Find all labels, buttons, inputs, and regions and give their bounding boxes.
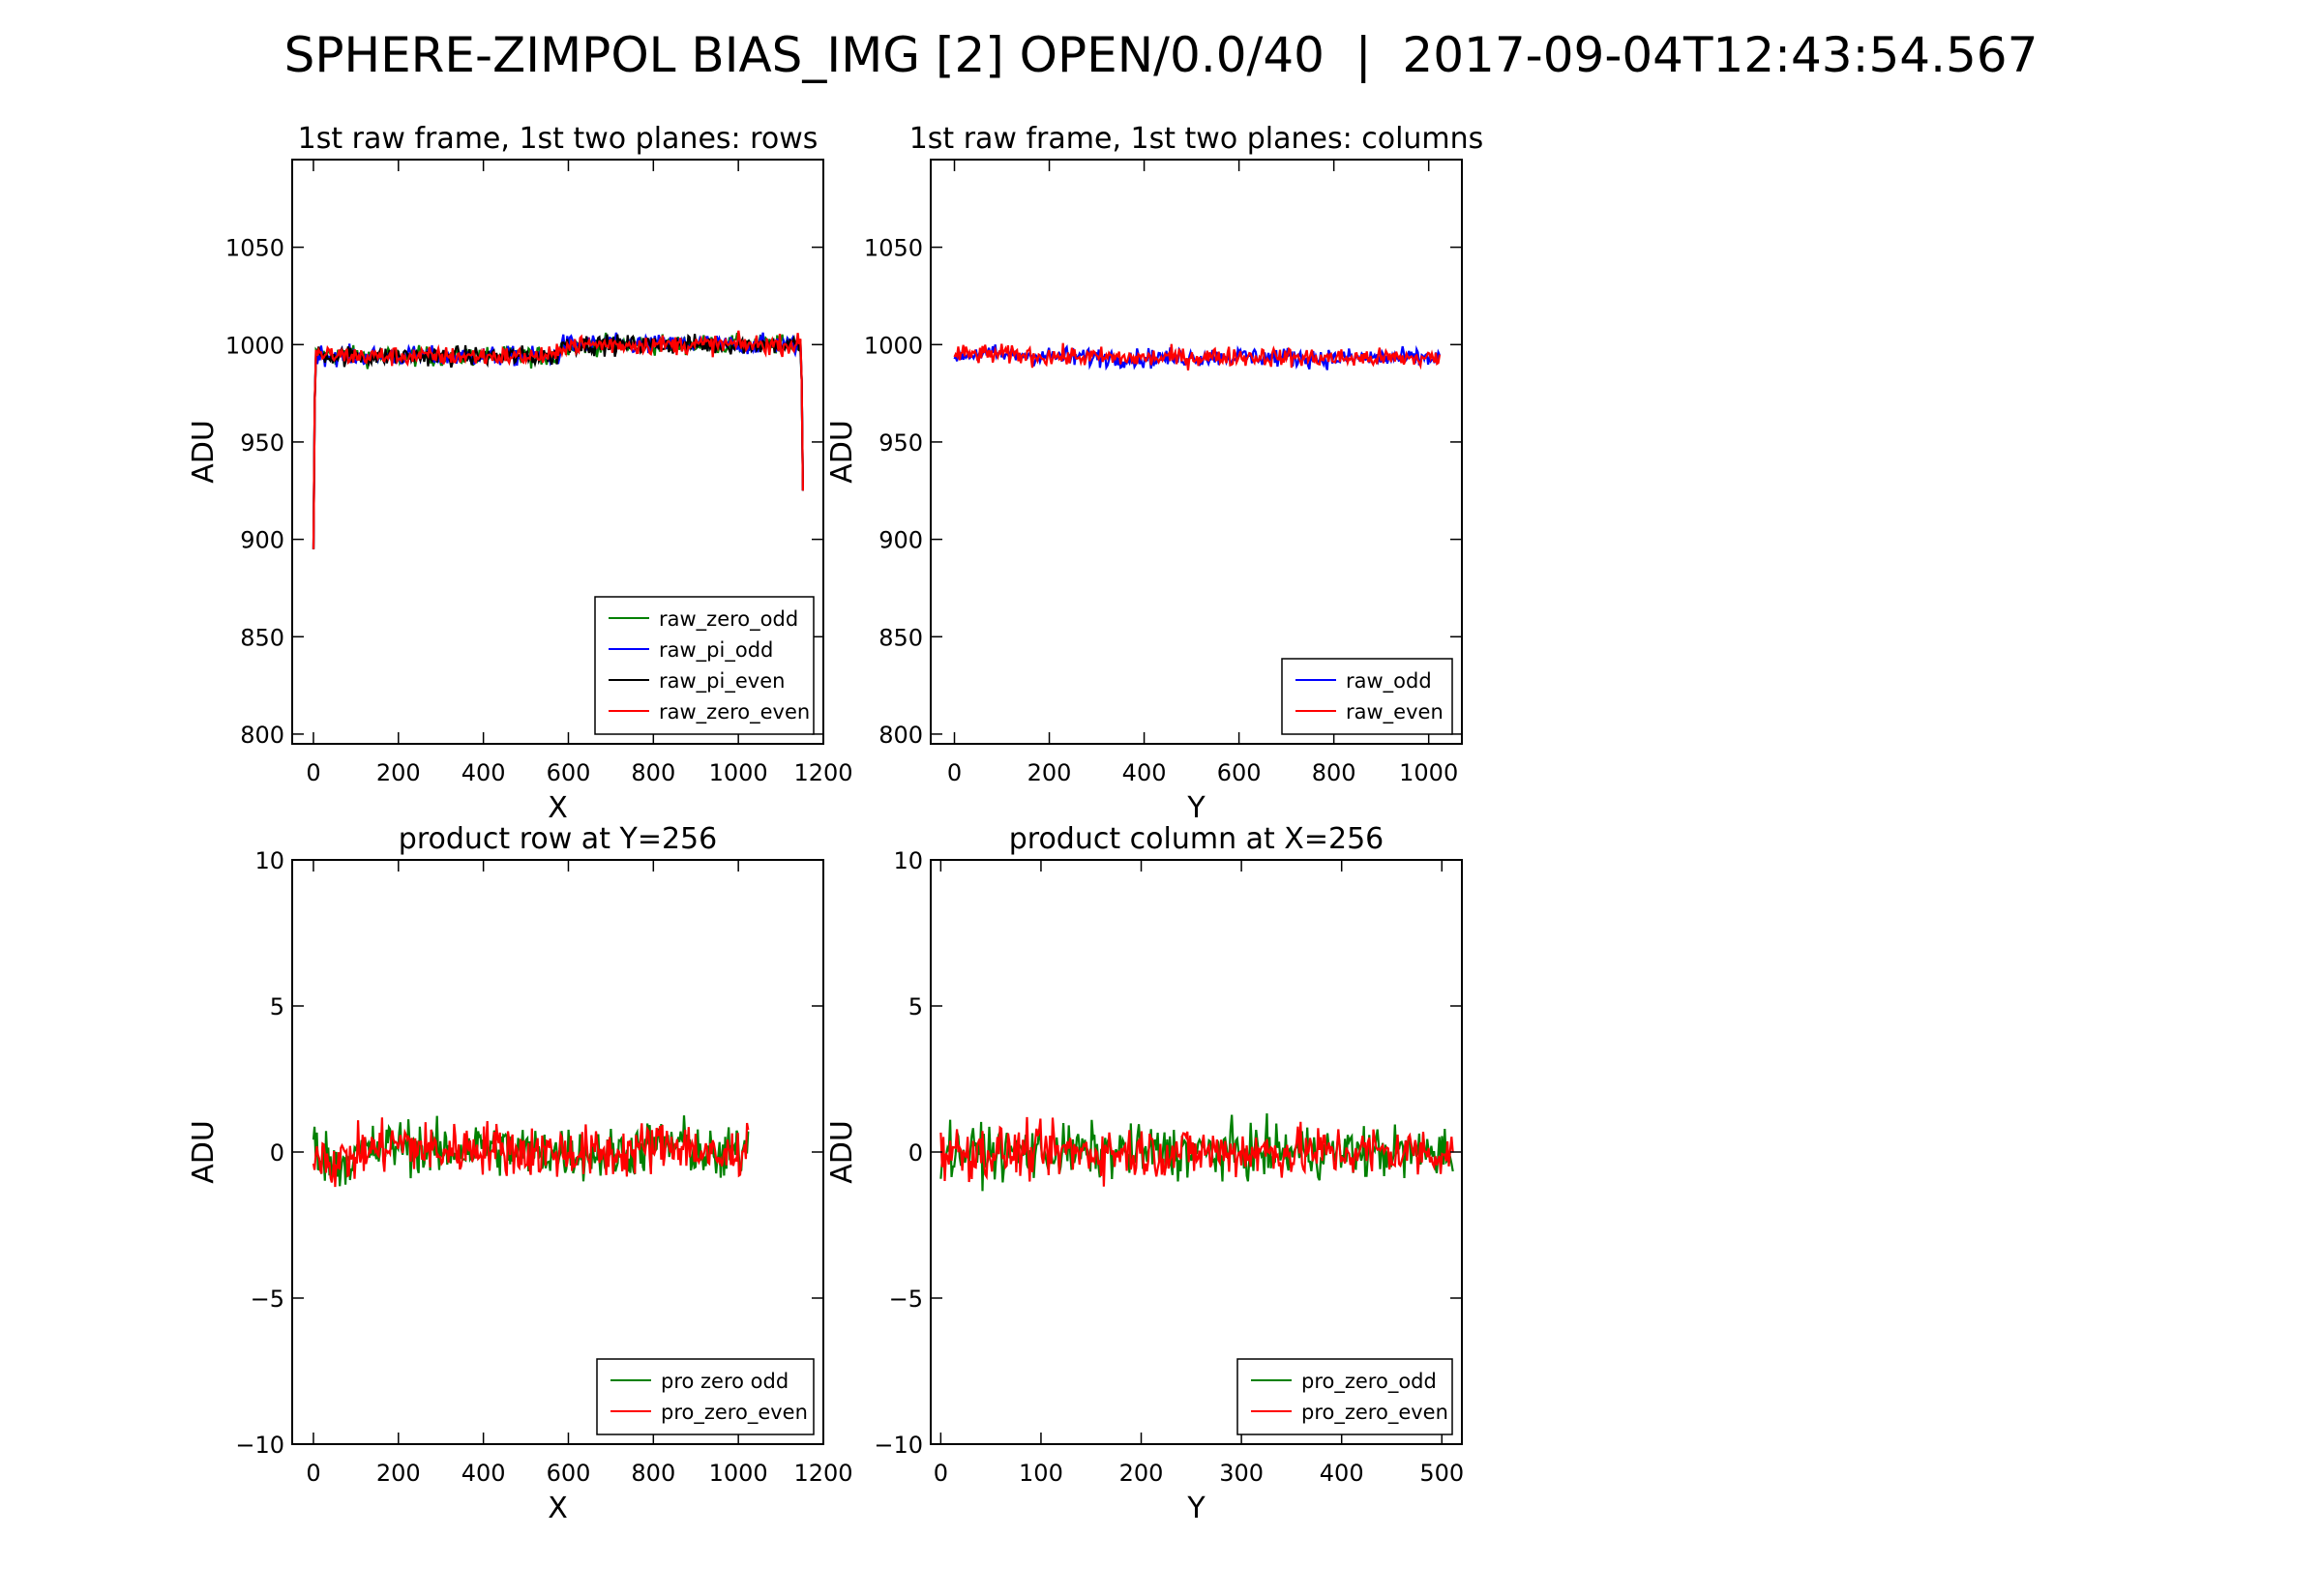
chart-panel-3: 0 200 400 600 800 1000 1200 −10 −5 0 5 10 product ro… — [187, 822, 853, 1525]
x-tick-label: 1000 — [709, 759, 768, 786]
x-tick-label: 800 — [631, 759, 675, 786]
x-tick-label: 400 — [461, 759, 506, 786]
x-tick-label: 1000 — [1399, 759, 1458, 786]
y-axis-label: ADU — [187, 1120, 221, 1184]
y-tick-label: 1000 — [225, 332, 284, 359]
x-tick-label: 800 — [1312, 759, 1356, 786]
legend: pro zero odd pro_zero_even — [596, 1358, 815, 1435]
chart-panel-1: 0 200 400 600 800 1000 1200 800 850 900 950 1000 105… — [187, 122, 853, 825]
x-tick-label: 0 — [934, 1460, 948, 1487]
y-tick-label: 10 — [254, 847, 284, 874]
legend-box — [596, 1358, 815, 1435]
axes-frame — [291, 159, 824, 745]
y-tick-label: 1050 — [864, 235, 923, 262]
legend-label: raw_pi_odd — [659, 638, 773, 663]
x-tick-label: 400 — [461, 1460, 506, 1487]
y-tick-label: 0 — [908, 1139, 923, 1167]
x-tick-label: 200 — [1027, 759, 1072, 786]
series-line-raw-pi-odd — [312, 332, 804, 549]
series-line-raw-pi-even — [312, 333, 804, 549]
legend-box — [1281, 658, 1453, 735]
y-axis-label: ADU — [187, 420, 221, 484]
y-tick-label: 950 — [878, 429, 923, 457]
y-tick-label: 0 — [270, 1139, 284, 1167]
chart-panel-2: 0 200 400 600 800 1000 800 850 900 950 1000 1050 1st… — [825, 122, 1483, 825]
legend-label: raw_pi_even — [659, 669, 785, 694]
series-line-raw-zero-odd — [312, 332, 804, 549]
y-tick-label: −10 — [235, 1432, 284, 1459]
x-tick-label: 200 — [1119, 1460, 1164, 1487]
legend-label: raw_odd — [1346, 669, 1432, 694]
x-tick-label: 0 — [306, 759, 320, 786]
y-tick-label: 850 — [240, 624, 284, 651]
x-tick-label: 1000 — [709, 1460, 768, 1487]
legend-label: pro zero odd — [661, 1370, 789, 1393]
y-tick-label: 800 — [878, 722, 923, 749]
legend: raw_zero_odd raw_pi_odd raw_pi_even raw_zer… — [594, 596, 815, 735]
y-tick-label: −5 — [889, 1286, 923, 1313]
x-tick-label: 600 — [547, 1460, 591, 1487]
legend-label: pro_zero_odd — [1301, 1370, 1437, 1394]
y-tick-label: 1000 — [864, 332, 923, 359]
x-tick-label: 600 — [547, 759, 591, 786]
x-axis-label: Y — [1186, 1492, 1206, 1525]
x-tick-label: 600 — [1217, 759, 1262, 786]
legend-label: pro_zero_even — [1301, 1401, 1448, 1425]
chart-title: 1st raw frame, 1st two planes: columns — [909, 122, 1484, 156]
figure-title: SPHERE-ZIMPOL BIAS_IMG [2] OPEN/0.0/40 |… — [283, 27, 2039, 83]
chart-title: product column at X=256 — [1009, 822, 1384, 856]
x-tick-label: 1200 — [793, 1460, 852, 1487]
y-tick-label: 1050 — [225, 235, 284, 262]
x-axis-label: Y — [1186, 791, 1206, 825]
series-line-pro-zero-even — [312, 1117, 750, 1188]
x-axis-label: X — [548, 791, 568, 825]
y-tick-label: 5 — [270, 993, 284, 1020]
x-tick-label: 400 — [1122, 759, 1167, 786]
y-tick-label: 5 — [908, 993, 923, 1020]
legend-label: raw_zero_even — [659, 700, 810, 724]
series-line-raw-even — [953, 342, 1442, 371]
x-axis-label: X — [548, 1492, 568, 1525]
y-tick-label: 900 — [878, 527, 923, 554]
chart-title: 1st raw frame, 1st two planes: rows — [298, 122, 819, 156]
x-tick-label: 0 — [947, 759, 962, 786]
y-tick-label: −10 — [874, 1432, 923, 1459]
y-axis-label: ADU — [825, 420, 859, 484]
y-tick-label: 900 — [240, 527, 284, 554]
series-line-raw-zero-even — [312, 330, 804, 549]
legend-label: pro_zero_even — [661, 1401, 808, 1425]
x-tick-label: 200 — [376, 759, 421, 786]
x-tick-label: 100 — [1019, 1460, 1063, 1487]
x-tick-label: 200 — [376, 1460, 421, 1487]
series-line-pro-zero-even — [939, 1116, 1454, 1187]
legend-label: raw_zero_odd — [659, 607, 798, 632]
y-axis-label: ADU — [825, 1120, 859, 1184]
x-tick-label: 0 — [306, 1460, 320, 1487]
axes-frame — [930, 159, 1463, 745]
chart-panel-4: 0 100 200 300 400 500 −10 −5 0 5 10 product column … — [825, 822, 1464, 1525]
y-tick-label: 850 — [878, 624, 923, 651]
x-tick-label: 400 — [1320, 1460, 1364, 1487]
legend-box — [1236, 1358, 1453, 1435]
chart-title: product row at Y=256 — [399, 822, 717, 856]
x-tick-label: 300 — [1219, 1460, 1264, 1487]
legend-label: raw_even — [1346, 700, 1444, 724]
legend: raw_odd raw_even — [1281, 658, 1453, 735]
y-tick-label: −5 — [251, 1286, 284, 1313]
legend: pro_zero_odd pro_zero_even — [1236, 1358, 1453, 1435]
x-tick-label: 1200 — [793, 759, 852, 786]
y-tick-label: 10 — [893, 847, 923, 874]
y-tick-label: 800 — [240, 722, 284, 749]
y-tick-label: 950 — [240, 429, 284, 457]
x-tick-label: 500 — [1419, 1460, 1464, 1487]
x-tick-label: 800 — [631, 1460, 675, 1487]
